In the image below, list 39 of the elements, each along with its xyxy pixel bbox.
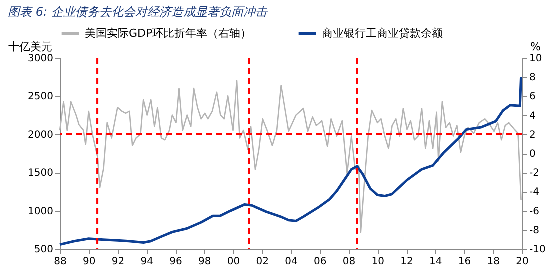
x-tick-label: 16 [458,256,472,268]
y2-tick-label: -6 [530,206,540,218]
y2-axis-title: % [530,40,541,54]
y2-tick-label: 4 [530,110,536,122]
y2-tick-label: -4 [530,187,540,198]
x-tick-label: 10 [372,256,384,268]
legend-label: 商业银行工商业贷款余额 [322,26,443,40]
y-tick-label: 500 [34,244,54,256]
x-tick-label: 98 [198,256,212,268]
x-tick-label: 18 [487,256,500,268]
y2-tick-label: -8 [530,225,540,236]
x-tick-label: 90 [83,256,96,268]
x-tick-label: 96 [170,256,182,268]
x-tick-label: 08 [342,256,356,268]
y2-tick-label: 10 [530,54,542,64]
y-tick-label: 1000 [28,206,54,218]
x-tick-label: 14 [430,256,442,268]
x-tick-label: 88 [54,256,67,268]
x-tick-label: 06 [314,256,327,268]
x-tick-label: 94 [140,256,154,268]
x-tick-label: 92 [112,256,125,268]
x-tick-label: 02 [256,256,269,268]
x-tick-label: 00 [227,256,240,268]
y-tick-label: 2000 [28,130,54,141]
y2-tick-label: 6 [530,92,536,103]
chart-title: 图表 6: 企业债务去化会对经济造成显著负面冲击 [8,5,268,19]
x-tick-label: 04 [285,256,298,268]
y-tick-label: 1500 [28,168,54,180]
y-axis-title: 十亿美元 [8,40,52,54]
y2-tick-label: -2 [530,168,540,180]
y2-tick-label: 0 [530,149,536,160]
y2-tick-label: 8 [530,72,536,84]
legend-label: 美国实际GDP环比折年率（右轴） [85,26,252,40]
y-tick-label: 2500 [28,92,54,103]
y-tick-label: 3000 [28,54,54,64]
x-tick-label: 12 [400,256,414,268]
y2-tick-label: -10 [530,244,546,256]
x-tick-label: 20 [516,256,529,268]
y2-tick-label: 2 [530,130,536,141]
